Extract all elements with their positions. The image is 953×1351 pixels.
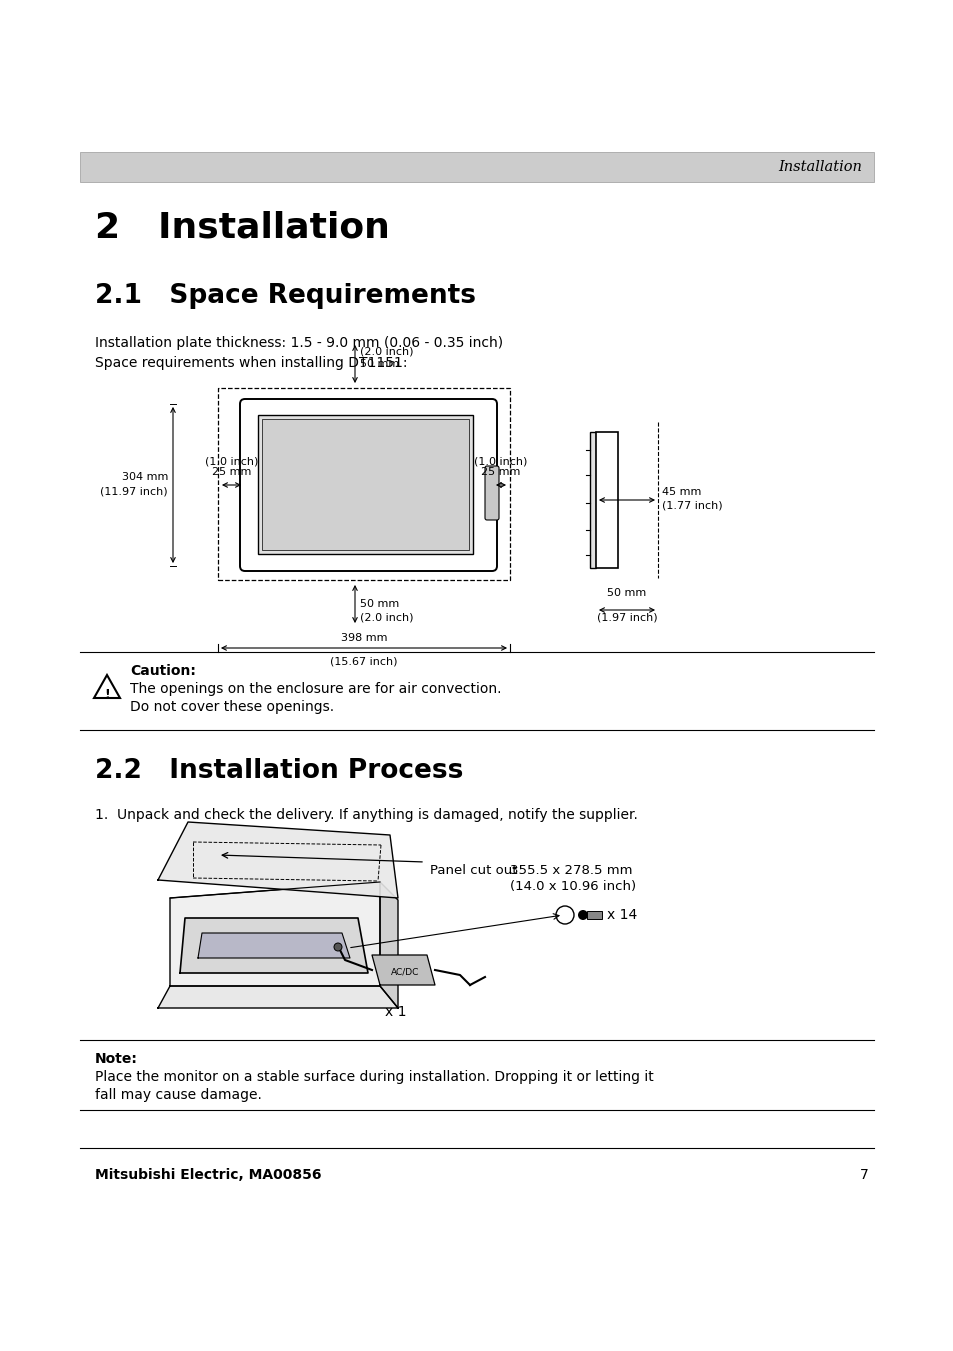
Polygon shape	[379, 882, 397, 1008]
Text: (1.0 inch): (1.0 inch)	[474, 457, 527, 467]
Circle shape	[578, 911, 587, 920]
Text: (2.0 inch): (2.0 inch)	[359, 612, 413, 621]
Text: 25 mm: 25 mm	[212, 467, 251, 477]
Bar	[218, 388, 510, 580]
Text: Note:: Note:	[95, 1052, 138, 1066]
Text: 25 mm: 25 mm	[481, 467, 520, 477]
Polygon shape	[372, 955, 435, 985]
Text: AC/DC: AC/DC	[391, 967, 419, 977]
FancyBboxPatch shape	[240, 399, 497, 571]
Text: 7: 7	[860, 1169, 868, 1182]
Polygon shape	[180, 917, 368, 973]
Bar	[589, 432, 596, 567]
Text: (11.97 inch): (11.97 inch)	[100, 486, 168, 496]
Text: Space requirements when installing DT1151:: Space requirements when installing DT115…	[95, 357, 407, 370]
Text: The openings on the enclosure are for air convection.: The openings on the enclosure are for ai…	[130, 682, 501, 696]
Text: 50 mm: 50 mm	[607, 588, 646, 598]
Text: x 14: x 14	[606, 908, 637, 921]
Text: 45 mm: 45 mm	[661, 486, 700, 497]
Bar	[80, 153, 873, 182]
Text: Caution:: Caution:	[130, 663, 195, 678]
Text: 2.2   Installation Process: 2.2 Installation Process	[95, 758, 463, 784]
Text: (2.0 inch): (2.0 inch)	[359, 346, 413, 357]
Text: Panel cut out: Panel cut out	[430, 865, 517, 877]
Text: Do not cover these openings.: Do not cover these openings.	[130, 700, 334, 713]
Text: Installation plate thickness: 1.5 - 9.0 mm (0.06 - 0.35 inch): Installation plate thickness: 1.5 - 9.0 …	[95, 336, 502, 350]
Polygon shape	[158, 821, 397, 898]
Polygon shape	[170, 882, 379, 986]
Bar	[262, 419, 469, 550]
Text: 355.5 x 278.5 mm: 355.5 x 278.5 mm	[510, 865, 632, 877]
Text: Place the monitor on a stable surface during installation. Dropping it or lettin: Place the monitor on a stable surface du…	[95, 1070, 653, 1084]
Text: 2   Installation: 2 Installation	[95, 209, 390, 245]
Text: (1.0 inch): (1.0 inch)	[205, 457, 258, 467]
Text: fall may cause damage.: fall may cause damage.	[95, 1088, 262, 1102]
Text: (14.0 x 10.96 inch): (14.0 x 10.96 inch)	[510, 880, 636, 893]
Text: 50 mm: 50 mm	[359, 359, 399, 369]
FancyBboxPatch shape	[484, 466, 498, 520]
Bar	[586, 911, 601, 919]
Text: 398 mm: 398 mm	[340, 634, 387, 643]
Bar	[257, 415, 473, 554]
Text: 1.  Unpack and check the delivery. If anything is damaged, notify the supplier.: 1. Unpack and check the delivery. If any…	[95, 808, 638, 821]
Circle shape	[334, 943, 341, 951]
Text: 50 mm: 50 mm	[359, 598, 399, 609]
Polygon shape	[198, 934, 350, 958]
Text: (1.97 inch): (1.97 inch)	[596, 612, 657, 621]
Text: (1.77 inch): (1.77 inch)	[661, 501, 721, 511]
Text: Installation: Installation	[778, 159, 862, 174]
Polygon shape	[158, 986, 397, 1008]
Text: !: !	[104, 689, 110, 701]
Text: 304 mm: 304 mm	[121, 471, 168, 482]
Text: x 1: x 1	[385, 1005, 406, 1019]
Text: 2.1   Space Requirements: 2.1 Space Requirements	[95, 282, 476, 309]
Bar	[596, 432, 618, 567]
Text: (15.67 inch): (15.67 inch)	[330, 657, 397, 666]
Text: Mitsubishi Electric, MA00856: Mitsubishi Electric, MA00856	[95, 1169, 321, 1182]
